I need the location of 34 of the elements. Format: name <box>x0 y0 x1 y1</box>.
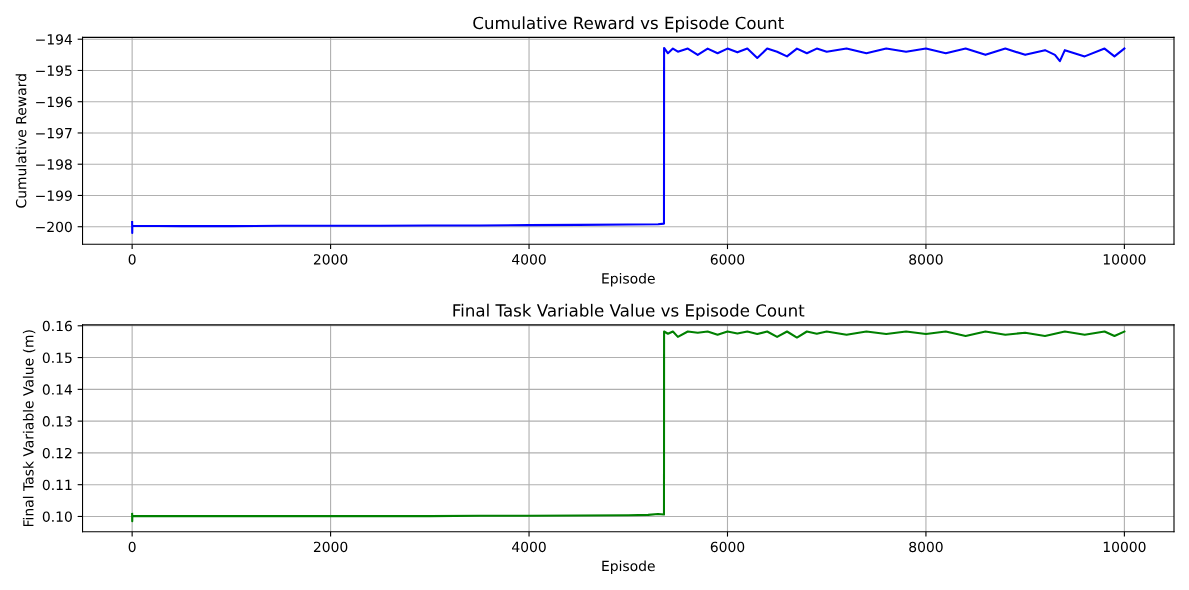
x-tick-label: 8000 <box>909 541 943 553</box>
x-tick-label: 8000 <box>909 254 943 265</box>
y-tick-label: −198 <box>36 159 72 170</box>
y-axis-title: Final Task Variable Value (m) <box>22 330 36 527</box>
y-tick-label: −196 <box>36 96 72 108</box>
y-tick-label: 0.16 <box>42 320 72 332</box>
x-tick-label: 2000 <box>313 541 348 553</box>
x-tick-label: 0 <box>128 541 136 553</box>
x-tick-label: 10000 <box>1103 541 1146 553</box>
line-series <box>131 46 1126 235</box>
chart-title: Final Task Variable Value vs Episode Count <box>453 303 805 320</box>
y-tick-label: 0.11 <box>42 479 72 491</box>
line-series <box>131 330 1126 523</box>
y-axis-title: Cumulative Reward <box>15 74 27 208</box>
x-tick-label: 4000 <box>512 541 546 553</box>
x-tick-label: 6000 <box>710 541 745 553</box>
y-tick-label: 0.15 <box>42 352 72 364</box>
y-tick-label: −200 <box>36 221 72 233</box>
x-axis-title: Episode <box>602 560 655 574</box>
x-axis-title: Episode <box>602 272 655 287</box>
x-tick-label: 6000 <box>710 254 745 265</box>
y-tick-label: 0.14 <box>42 384 73 395</box>
chart-title: Cumulative Reward vs Episode Count <box>473 16 784 33</box>
y-tick-label: 0.12 <box>42 447 72 459</box>
y-tick-label: −194 <box>36 34 73 45</box>
y-tick-label: 0.13 <box>42 416 72 427</box>
y-tick-label: 0.10 <box>42 511 72 522</box>
x-tick-label: 2000 <box>313 254 348 265</box>
y-tick-label: −199 <box>36 190 72 201</box>
x-tick-label: 0 <box>128 254 136 265</box>
y-tick-label: −197 <box>36 127 72 139</box>
x-tick-label: 4000 <box>512 254 546 265</box>
x-tick-label: 10000 <box>1103 254 1146 265</box>
y-tick-label: −195 <box>36 65 72 76</box>
